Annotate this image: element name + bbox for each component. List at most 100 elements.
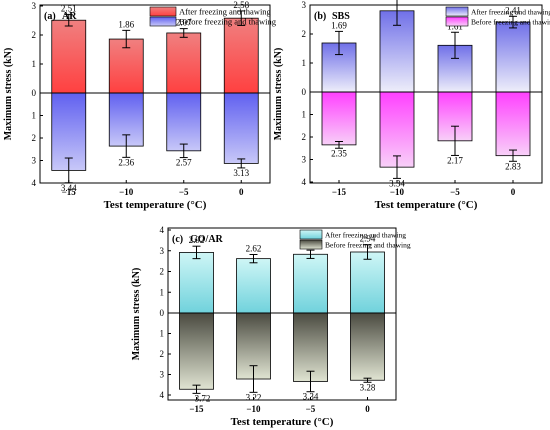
error-bar — [335, 30, 343, 56]
error-bar — [179, 28, 188, 38]
error-bar — [237, 10, 246, 26]
panel-label: (b) — [314, 11, 326, 22]
bar-after-0 — [179, 252, 214, 314]
chart-panel-2: 1.692.81.612.412.353.342.172.8332101234−… — [273, 0, 550, 211]
data-label: 2.51 — [61, 3, 77, 13]
data-label: 2.62 — [246, 243, 262, 253]
bar-before-0 — [179, 312, 214, 390]
data-label: 2.07 — [176, 18, 192, 28]
legend-label: After freezing and thawing — [325, 231, 406, 240]
legend-label: After freezing and thawing — [471, 8, 550, 17]
legend-label: Before freezing and thawing — [179, 17, 277, 27]
data-label: 3.34 — [303, 392, 319, 402]
error-bar — [249, 253, 258, 264]
x-axis-title: Test temperature (°C) — [104, 199, 207, 211]
y-tick-label: 2 — [32, 30, 37, 40]
error-bar — [192, 245, 201, 260]
legend-label: Before freezing and thawing — [325, 241, 411, 250]
error-bar — [451, 31, 459, 59]
y-tick-label: 3 — [302, 0, 307, 10]
error-bar — [363, 377, 372, 383]
error-bar — [363, 244, 372, 260]
bar-after-3 — [495, 21, 531, 93]
x-tick-label: 0 — [511, 187, 516, 197]
panel-title: GO/AR — [190, 234, 224, 245]
x-tick-label: −5 — [179, 187, 189, 197]
bar-after-3 — [350, 251, 385, 314]
y-tick-label: 1 — [302, 110, 307, 120]
x-tick-label: 0 — [365, 404, 370, 414]
legend-swatch-before — [445, 16, 469, 27]
data-label: 2.35 — [331, 148, 347, 158]
data-label: 2.94 — [360, 234, 376, 244]
data-label: 3.44 — [61, 183, 77, 193]
y-axis-title: Maximum stress (kN) — [131, 268, 142, 361]
y-tick-label: 4 — [160, 390, 165, 400]
y-tick-label: 1 — [160, 329, 165, 339]
legend-swatch-after — [299, 229, 323, 240]
y-tick-label: 1 — [32, 111, 37, 121]
legend-swatch-before — [299, 239, 323, 250]
legend-swatch-after — [149, 6, 177, 17]
panel-label: (c) — [172, 234, 183, 245]
panel-title: SBS — [332, 11, 350, 22]
bar-after-1 — [236, 258, 271, 314]
bar-before-3 — [223, 92, 259, 164]
x-axis-title: Test temperature (°C) — [231, 416, 334, 428]
bar-after-2 — [293, 253, 328, 314]
y-tick-label: 1 — [32, 59, 37, 69]
error-bar — [306, 370, 315, 393]
bar-before-2 — [166, 92, 202, 152]
bar-before-3 — [350, 312, 385, 381]
error-bar — [335, 141, 343, 149]
y-tick-label: 4 — [32, 178, 37, 188]
bar-before-0 — [321, 91, 357, 146]
error-bar — [192, 384, 201, 394]
chart-panel-1: 2.511.86 2.072.583.442.36 2.573.1332101234… — [3, 0, 277, 211]
plot-frame — [39, 4, 271, 184]
x-tick-label: 0 — [239, 187, 244, 197]
bar-before-1 — [379, 91, 415, 168]
data-label: 3.28 — [360, 382, 376, 392]
x-tick-label: −10 — [246, 404, 261, 414]
error-bar — [393, 155, 401, 179]
y-axis-title: Maximum stress (kN) — [273, 48, 284, 141]
legend-swatch-after — [445, 6, 469, 17]
data-label: 2.41 — [505, 5, 521, 15]
y-tick-label: 2 — [32, 133, 37, 143]
y-tick-label: 3 — [160, 246, 165, 256]
error-bar — [249, 365, 258, 393]
error-bar — [64, 13, 73, 27]
y-tick-label: 2 — [302, 132, 307, 142]
plot-frame — [309, 4, 543, 184]
error-bar — [509, 15, 517, 29]
data-label: 2.17 — [447, 155, 463, 165]
data-label: 2.83 — [505, 161, 521, 171]
y-tick-label: 1 — [160, 287, 165, 297]
legend-swatch-before — [149, 16, 177, 27]
x-axis-title: Test temperature (°C) — [375, 199, 478, 211]
legend-label: After freezing and thawing — [179, 7, 272, 17]
y-tick-label: 3 — [32, 1, 37, 11]
y-axis-title: Maximum stress (kN) — [3, 48, 14, 141]
y-tick-label: 0 — [160, 308, 165, 318]
panel-title: AR — [62, 11, 77, 22]
bar-after-3 — [223, 17, 259, 94]
y-tick-label: 0 — [32, 88, 37, 98]
data-label: 1.69 — [331, 20, 347, 30]
y-tick-label: 1 — [302, 58, 307, 68]
y-tick-label: 3 — [302, 155, 307, 165]
x-tick-label: −10 — [119, 187, 134, 197]
x-tick-label: −5 — [306, 404, 316, 414]
bar-after-2 — [166, 32, 202, 94]
panel-label: (a) — [44, 11, 56, 22]
y-tick-label: 4 — [160, 225, 165, 235]
y-tick-label: 2 — [160, 267, 165, 277]
y-tick-label: 0 — [302, 87, 307, 97]
x-tick-label: −15 — [189, 404, 204, 414]
legend-label: Before freezing and thawing — [471, 18, 550, 27]
